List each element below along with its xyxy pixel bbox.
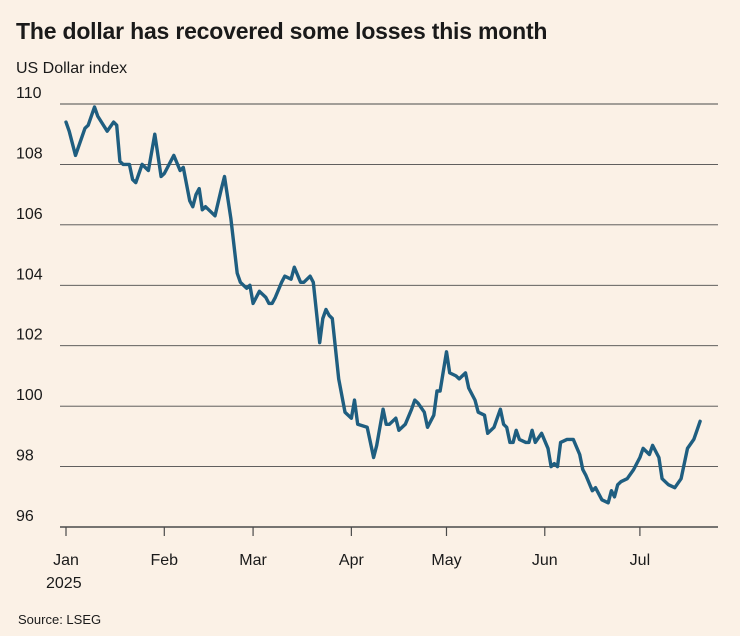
- chart-title: The dollar has recovered some losses thi…: [16, 18, 548, 44]
- y-tick-labels: 96 98 100 102 104 106 108 110: [16, 85, 43, 525]
- series-line-0: [64, 105, 702, 505]
- x-tick-sublabel-year: 2025: [46, 575, 82, 592]
- x-tick-label-may: May: [431, 552, 461, 569]
- chart-subtitle: US Dollar index: [16, 60, 128, 77]
- x-tick-label-mar: Mar: [239, 552, 267, 569]
- x-tick-label-feb: Feb: [151, 552, 179, 569]
- y-tick-label-104: 104: [16, 266, 43, 283]
- x-tick-label-apr: Apr: [339, 552, 365, 569]
- x-tick-labels: Jan 2025 Feb Mar Apr May Jun Jul: [46, 552, 650, 592]
- x-tick-label-jan: Jan: [53, 552, 79, 569]
- y-tick-label-100: 100: [16, 387, 43, 404]
- y-tick-label-98: 98: [16, 448, 34, 465]
- y-tick-label-106: 106: [16, 206, 43, 223]
- y-tick-label-102: 102: [16, 327, 43, 344]
- x-tick-label-jul: Jul: [630, 552, 650, 569]
- x-tick-label-jun: Jun: [532, 552, 558, 569]
- series-layer: [64, 105, 702, 505]
- y-tick-label-96: 96: [16, 508, 34, 525]
- source-note: Source: LSEG: [18, 612, 102, 627]
- y-tick-label-110: 110: [16, 85, 42, 102]
- grid-layer: [60, 103, 718, 536]
- y-tick-label-108: 108: [16, 145, 43, 162]
